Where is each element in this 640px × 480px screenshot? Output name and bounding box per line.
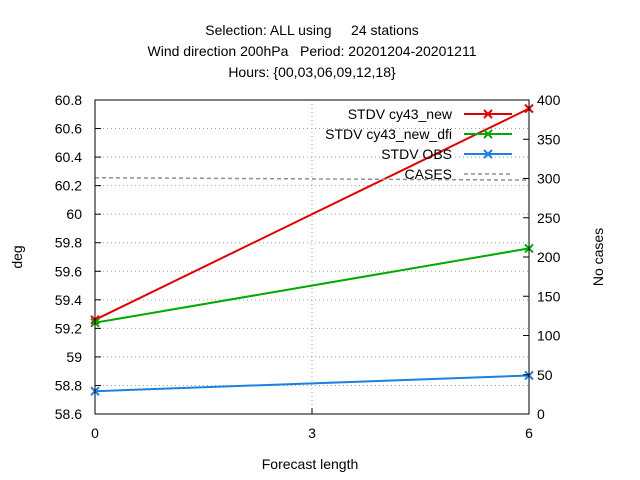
x-tick-label: 0 [91,425,99,441]
y-tick-label: 60.2 [55,178,82,194]
legend-marker [483,109,493,119]
y-axis-label: deg [9,245,25,268]
y2-tick-label: 100 [537,328,561,344]
series-line [94,247,530,324]
y2-axis-ticks: 0 50 100 150 200 250 300 350 400 [523,92,561,422]
series-3 [94,176,530,181]
grid [95,100,529,414]
y2-tick-label: 200 [537,249,561,265]
legend-marker [483,149,493,159]
y2-tick-label: 300 [537,171,561,187]
series-line [94,107,530,321]
x-tick-label: 3 [308,425,316,441]
x-axis-label: Forecast length [262,456,359,472]
y-tick-label: 59.2 [55,320,82,336]
x-tick-label: 6 [525,425,533,441]
title-line: Wind direction 200hPa Period: 20201204-2… [148,43,477,59]
y-tick-label: 59.6 [55,263,82,279]
legend-label: CASES [405,166,452,182]
y-axis-ticks: 58.6 58.8 59 59.2 59.4 59.6 59.8 60 60.2 60.4 60.6… [55,92,101,422]
y-tick-label: 60 [66,206,82,222]
series-line [94,176,530,181]
title-line: Hours: {00,03,06,09,12,18} [228,64,396,80]
y-tick-label: 60.4 [55,149,82,165]
legend: STDV cy43_new STDV cy43_new_dfi STDV OBS CA… [325,106,512,182]
legend-label: STDV cy43_new_dfi [325,126,452,142]
y-tick-label: 59.8 [55,235,82,251]
y-tick-label: 58.8 [55,377,82,393]
title-line: Selection: ALL using 24 stations [205,22,419,38]
legend-label: STDV cy43_new [348,106,453,122]
y-tick-label: 59.4 [55,292,82,308]
y2-axis-label: No cases [590,228,606,286]
x-axis-ticks: 0 3 6 [91,408,533,441]
series-line [94,374,530,393]
y-tick-label: 60.6 [55,121,82,137]
y-tick-label: 58.6 [55,406,82,422]
y2-tick-label: 0 [537,406,545,422]
chart-title: Selection: ALL using 24 stations Wind dir… [148,22,477,80]
y-tick-label: 60.8 [55,92,82,108]
legend-marker [483,129,493,139]
y2-tick-label: 350 [537,131,561,147]
y-tick-label: 59 [66,349,82,365]
series-2 [90,370,534,396]
legend-label: STDV OBS [381,146,452,162]
series-0 [90,103,534,325]
y2-tick-label: 150 [537,288,561,304]
y2-tick-label: 250 [537,210,561,226]
y2-tick-label: 400 [537,92,561,108]
y2-tick-label: 50 [537,367,553,383]
